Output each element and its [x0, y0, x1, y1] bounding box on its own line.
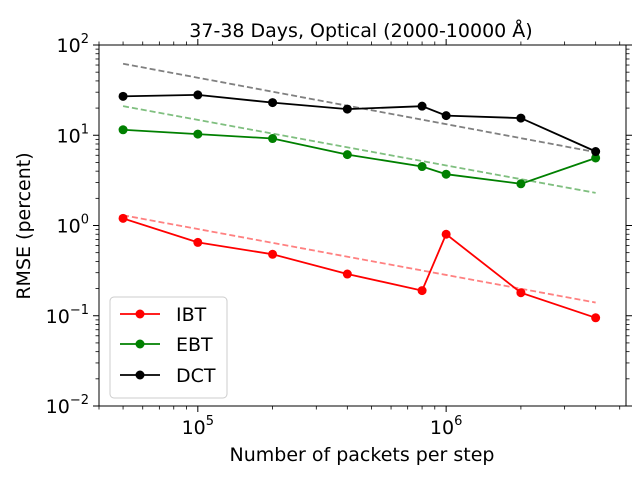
trend-lines: [122, 62, 596, 304]
data-point-ibt: [417, 286, 427, 296]
data-point-ibt: [591, 313, 601, 323]
data-point-ibt: [268, 249, 278, 259]
x-tick-label: 106: [430, 414, 462, 439]
legend-ibt-label: IBT: [176, 304, 207, 326]
series-line-ebt: [123, 128, 596, 185]
data-point-ebt: [516, 179, 526, 189]
data-point-dct: [516, 113, 526, 123]
y-tick-label: 101: [57, 122, 89, 147]
data-point-dct: [417, 101, 427, 111]
data-point-ebt: [441, 169, 451, 179]
legend-entry-ebt: EBT: [120, 334, 213, 356]
legend-ebt-label: EBT: [176, 334, 213, 356]
legend-ibt-marker: [135, 309, 145, 319]
data-series: [118, 90, 601, 323]
y-tick-label: 102: [57, 32, 89, 57]
data-point-ebt: [417, 162, 427, 172]
x-axis-label: Number of packets per step: [230, 444, 495, 466]
legend-entry-dct: DCT: [120, 365, 216, 387]
data-point-dct: [118, 91, 128, 101]
trend-line-ibt: [122, 214, 596, 304]
data-point-ibt: [118, 213, 128, 223]
series-line-ibt: [122, 217, 596, 319]
legend: IBT EBT DCT: [109, 296, 228, 399]
trend-line-ebt: [122, 105, 596, 194]
data-point-dct: [268, 98, 278, 108]
legend-dct-marker: [135, 370, 145, 380]
data-point-ibt: [516, 288, 526, 298]
data-point-ibt: [441, 229, 451, 239]
data-point-dct: [591, 147, 601, 157]
series-line-dct: [123, 93, 597, 153]
x-tick-label: 105: [182, 414, 214, 439]
data-point-ibt: [342, 269, 352, 279]
data-point-dct: [193, 90, 203, 100]
data-point-dct: [441, 111, 451, 121]
trend-line-dct: [122, 62, 596, 154]
data-point-ebt: [118, 125, 128, 135]
legend-ebt-marker: [135, 339, 145, 349]
axes: 105 106 102 101 100 10−1 10−2: [46, 32, 632, 439]
y-tick-label: 100: [57, 213, 89, 238]
legend-entry-ibt: IBT: [120, 304, 207, 326]
data-point-ebt: [591, 153, 601, 163]
data-point-dct: [342, 104, 352, 114]
data-point-ebt: [268, 134, 278, 144]
chart-title: 37-38 Days, Optical (2000-10000 Å): [189, 19, 532, 42]
y-tick-label: 10−1: [46, 303, 89, 328]
data-point-ibt: [193, 237, 203, 247]
y-axis-label: RMSE (percent): [13, 152, 35, 299]
data-point-ebt: [342, 150, 352, 160]
data-point-ebt: [193, 129, 203, 139]
y-tick-label: 10−2: [46, 393, 89, 418]
legend-dct-label: DCT: [176, 365, 216, 387]
